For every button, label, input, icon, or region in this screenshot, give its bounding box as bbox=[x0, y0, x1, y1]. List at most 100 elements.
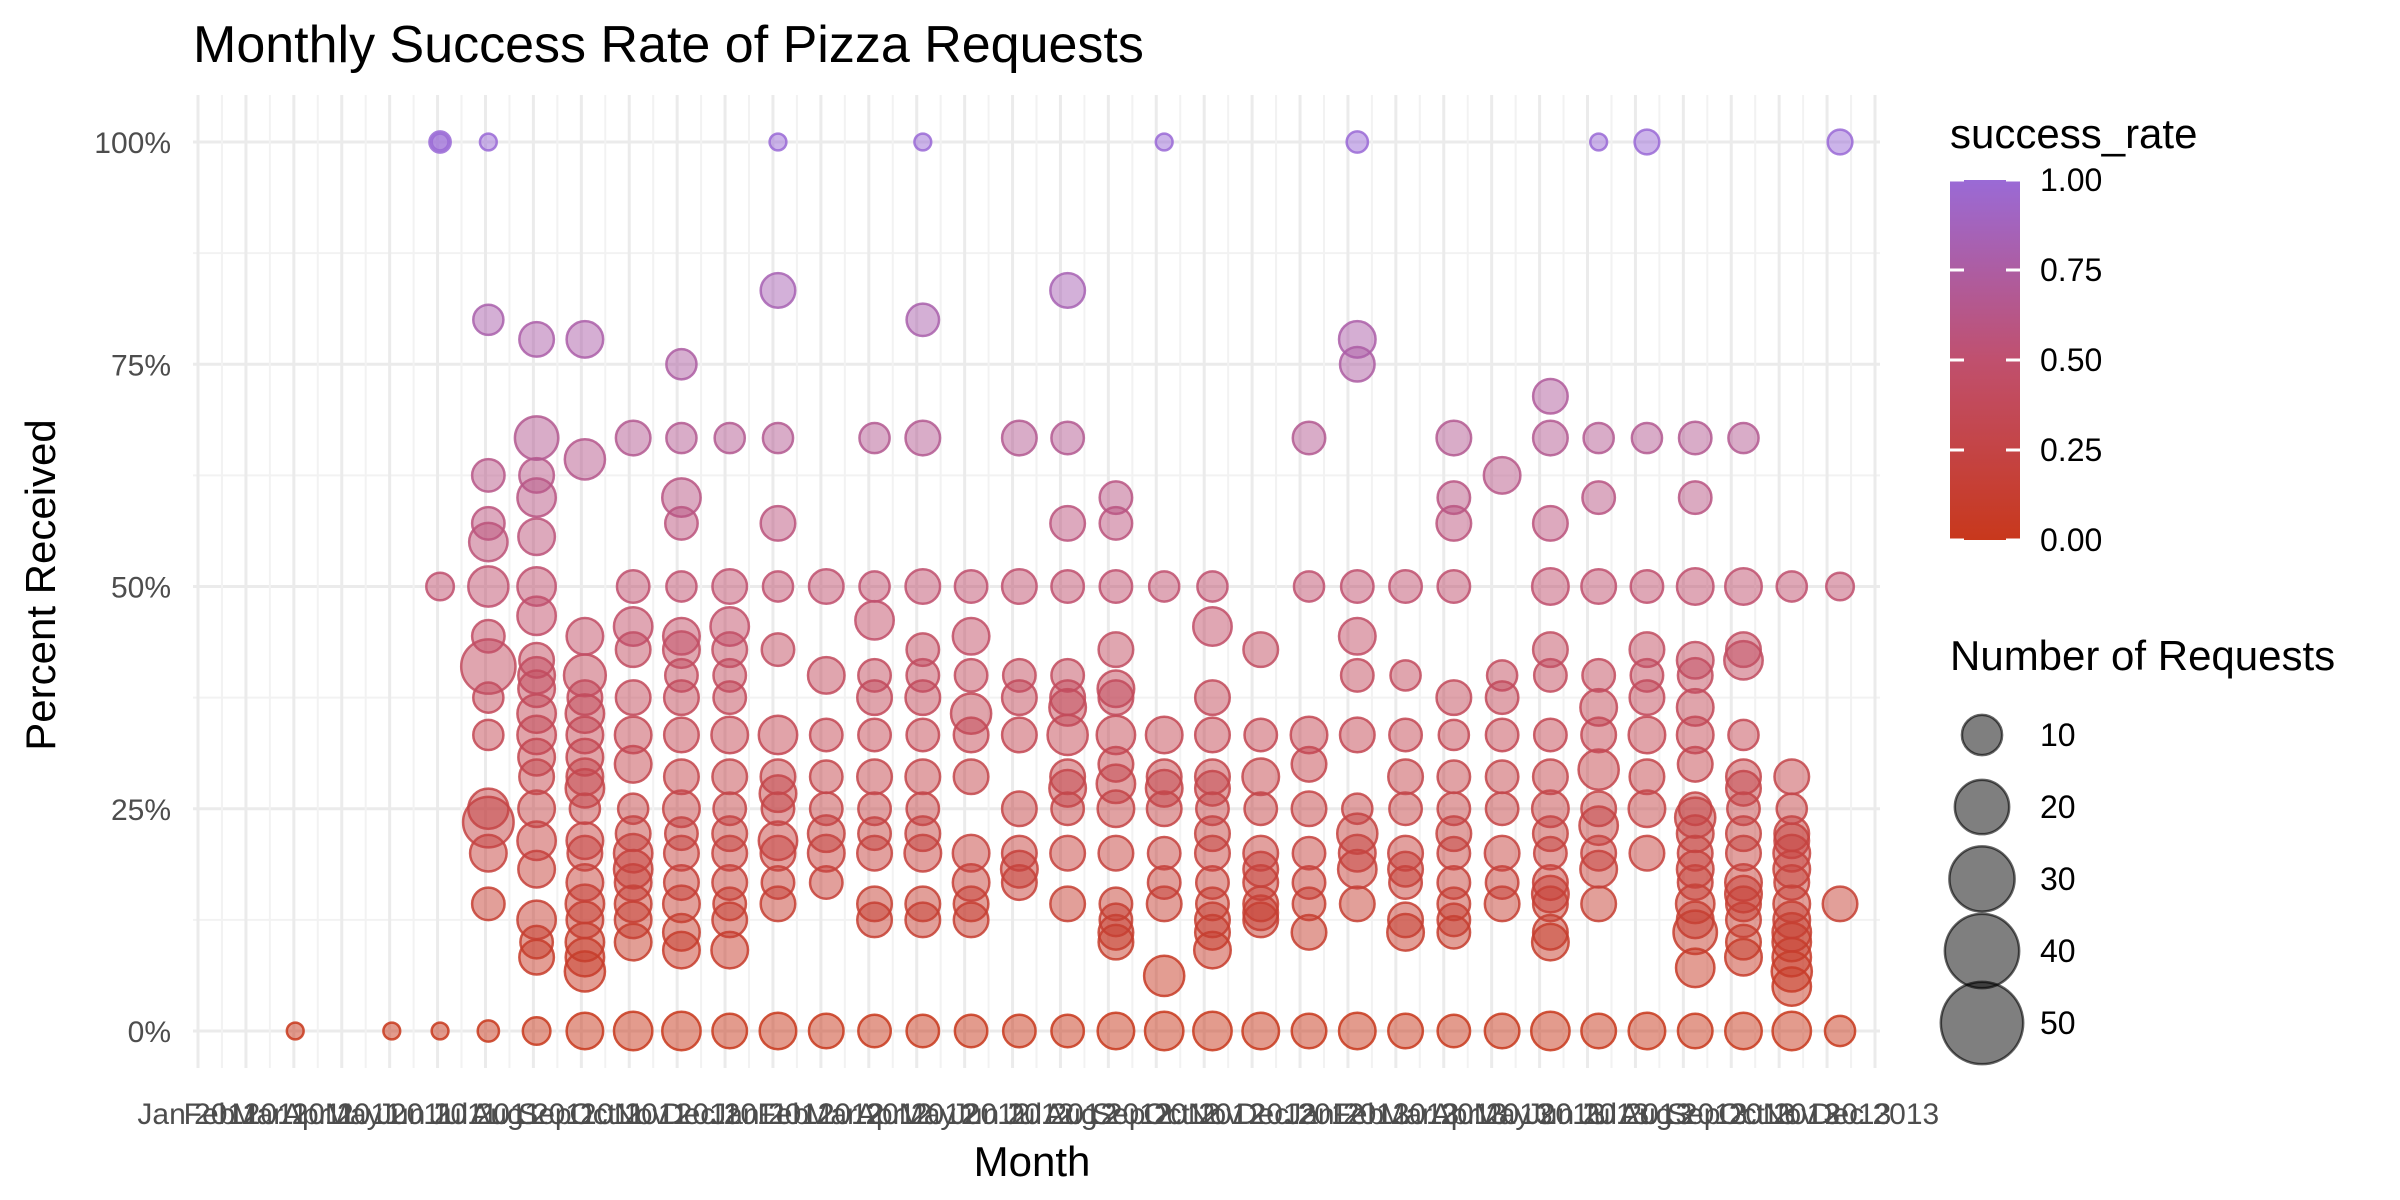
data-point bbox=[1291, 865, 1327, 901]
data-point bbox=[1050, 1013, 1086, 1049]
data-point bbox=[1388, 717, 1424, 753]
data-point bbox=[521, 1015, 552, 1047]
data-point bbox=[807, 567, 845, 606]
x-tick-label: Jan 2013 bbox=[1286, 1098, 1409, 1131]
data-point bbox=[1096, 669, 1136, 709]
y-tick-label: 75% bbox=[111, 349, 171, 382]
data-point bbox=[761, 421, 795, 455]
data-point bbox=[660, 1010, 702, 1052]
data-point bbox=[1193, 716, 1232, 754]
data-point bbox=[1484, 717, 1520, 753]
data-point bbox=[953, 657, 989, 693]
data-point bbox=[562, 653, 608, 698]
data-point bbox=[1192, 1010, 1233, 1052]
data-point bbox=[1775, 570, 1809, 603]
data-point bbox=[1484, 791, 1520, 827]
data-point bbox=[1050, 569, 1086, 604]
data-point bbox=[1531, 631, 1569, 669]
data-point bbox=[1292, 570, 1326, 603]
data-point bbox=[565, 319, 605, 359]
data-point bbox=[807, 1012, 845, 1050]
data-point bbox=[1192, 606, 1233, 647]
data-point bbox=[1723, 566, 1764, 607]
data-point bbox=[710, 715, 750, 755]
data-point bbox=[1143, 1010, 1185, 1052]
data-point bbox=[665, 421, 698, 455]
x-tick-label: Oct 2012 bbox=[1143, 1098, 1265, 1131]
x-tick-label: Mar 2012 bbox=[805, 1098, 932, 1131]
size-legend-key bbox=[1943, 912, 2021, 990]
data-point bbox=[285, 1021, 305, 1041]
data-point bbox=[470, 618, 506, 654]
data-point bbox=[757, 820, 799, 862]
chart-title: Monthly Success Rate of Pizza Requests bbox=[193, 16, 1144, 74]
data-point bbox=[1530, 789, 1570, 829]
data-point bbox=[757, 714, 799, 756]
x-tick-label: Sep 2011 bbox=[518, 1098, 644, 1131]
size-legend-key bbox=[1939, 980, 2025, 1066]
data-point bbox=[1146, 835, 1182, 871]
data-point bbox=[1001, 1013, 1037, 1049]
data-point bbox=[1531, 419, 1569, 457]
data-point bbox=[1675, 566, 1715, 607]
data-point bbox=[1723, 1011, 1764, 1051]
data-point bbox=[1675, 640, 1715, 680]
data-point bbox=[612, 1010, 654, 1052]
y-tick-label: 100% bbox=[94, 127, 171, 160]
x-tick-label: Jul 2012 bbox=[1004, 1098, 1117, 1131]
data-point bbox=[711, 1012, 749, 1050]
data-point bbox=[1291, 420, 1327, 456]
data-point bbox=[1628, 631, 1666, 669]
data-point bbox=[1290, 1012, 1328, 1050]
data-point bbox=[470, 886, 506, 922]
data-point bbox=[905, 791, 941, 827]
data-point bbox=[518, 641, 556, 679]
y-tick-label: 50% bbox=[111, 572, 171, 605]
data-point bbox=[665, 570, 698, 603]
x-tick-label: May 2013 bbox=[1474, 1098, 1606, 1131]
data-point bbox=[1824, 571, 1856, 602]
x-tick-label: Jan 2012 bbox=[711, 1098, 834, 1131]
data-point bbox=[1724, 631, 1763, 669]
data-point bbox=[1437, 718, 1471, 752]
data-point bbox=[1677, 791, 1713, 827]
data-point bbox=[1630, 421, 1664, 455]
x-tick-label: Dec 2013 bbox=[1811, 1098, 1939, 1131]
data-point bbox=[1000, 419, 1038, 457]
data-point bbox=[1339, 657, 1375, 693]
data-point bbox=[1627, 1011, 1667, 1051]
data-point bbox=[1097, 631, 1135, 669]
x-tick-label: Dec 2011 bbox=[662, 1098, 788, 1131]
y-tick-label: 0% bbox=[128, 1016, 171, 1049]
size-legend-key bbox=[1948, 845, 2016, 913]
data-point bbox=[1387, 758, 1425, 796]
data-point bbox=[615, 569, 651, 604]
data-point bbox=[1154, 132, 1174, 152]
data-point bbox=[1241, 1011, 1281, 1051]
data-point bbox=[1000, 834, 1038, 872]
data-point bbox=[382, 1021, 402, 1041]
x-tick-label: Feb 2012 bbox=[757, 1098, 884, 1131]
data-point bbox=[1629, 569, 1665, 604]
data-point bbox=[1531, 377, 1569, 415]
y-tick-label: 25% bbox=[111, 794, 171, 827]
data-point bbox=[1435, 419, 1473, 457]
data-point bbox=[1530, 566, 1570, 607]
data-point bbox=[1098, 886, 1134, 922]
data-point bbox=[661, 789, 701, 829]
color-legend-label: 0.25 bbox=[2040, 432, 2102, 468]
data-point bbox=[1000, 790, 1038, 828]
data-point bbox=[612, 606, 654, 647]
data-point bbox=[1529, 1010, 1571, 1052]
data-point bbox=[808, 759, 844, 795]
data-point bbox=[1581, 657, 1617, 693]
color-legend-label: 0.75 bbox=[2040, 252, 2102, 288]
data-point bbox=[1826, 128, 1854, 156]
x-tick-label: Aug 2013 bbox=[1619, 1098, 1747, 1131]
data-point bbox=[1483, 1012, 1521, 1050]
data-point bbox=[759, 504, 797, 542]
data-point bbox=[1242, 834, 1280, 872]
data-points bbox=[285, 128, 1859, 1052]
data-point bbox=[665, 347, 698, 381]
